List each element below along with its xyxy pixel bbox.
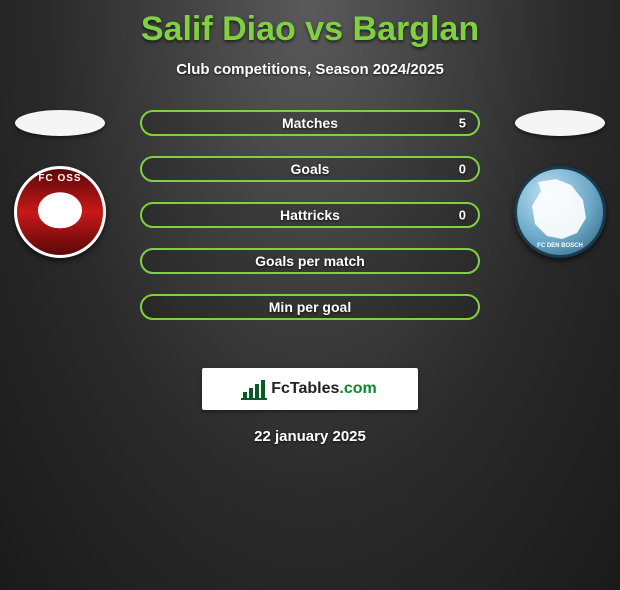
player-left-column: FC OSS: [0, 110, 120, 258]
bar-chart-icon: [243, 380, 265, 398]
club-badge-left-icon: FC OSS: [14, 166, 106, 258]
brand-badge: FcTables.com: [202, 368, 418, 410]
stat-row-hattricks: Hattricks 0: [140, 202, 480, 228]
brand-name: FcTables: [271, 380, 339, 397]
club-badge-left-label: FC OSS: [17, 173, 103, 184]
subtitle: Club competitions, Season 2024/2025: [0, 61, 620, 78]
stat-right-value: 5: [459, 116, 466, 131]
stat-right-value: 0: [459, 208, 466, 223]
comparison-panel: FC OSS FC DEN BOSCH Matches 5 Goals 0 Ha…: [0, 110, 620, 350]
flag-right-icon: [515, 110, 605, 136]
stat-label: Hattricks: [280, 207, 340, 223]
date-label: 22 january 2025: [0, 428, 620, 445]
stats-list: Matches 5 Goals 0 Hattricks 0 Goals per …: [140, 110, 480, 320]
stat-row-goals: Goals 0: [140, 156, 480, 182]
flag-left-icon: [15, 110, 105, 136]
stat-label: Goals: [291, 161, 330, 177]
club-badge-right-label: FC DEN BOSCH: [517, 243, 603, 249]
player-right-column: FC DEN BOSCH: [500, 110, 620, 258]
stat-right-value: 0: [459, 162, 466, 177]
brand-text: FcTables.com: [271, 380, 377, 398]
stat-row-min-per-goal: Min per goal: [140, 294, 480, 320]
stat-row-matches: Matches 5: [140, 110, 480, 136]
stat-label: Goals per match: [255, 253, 365, 269]
stat-label: Min per goal: [269, 299, 351, 315]
club-badge-right-icon: FC DEN BOSCH: [514, 166, 606, 258]
stat-row-goals-per-match: Goals per match: [140, 248, 480, 274]
brand-suffix: .com: [339, 380, 376, 397]
stat-label: Matches: [282, 115, 338, 131]
page-title: Salif Diao vs Barglan: [0, 10, 620, 49]
